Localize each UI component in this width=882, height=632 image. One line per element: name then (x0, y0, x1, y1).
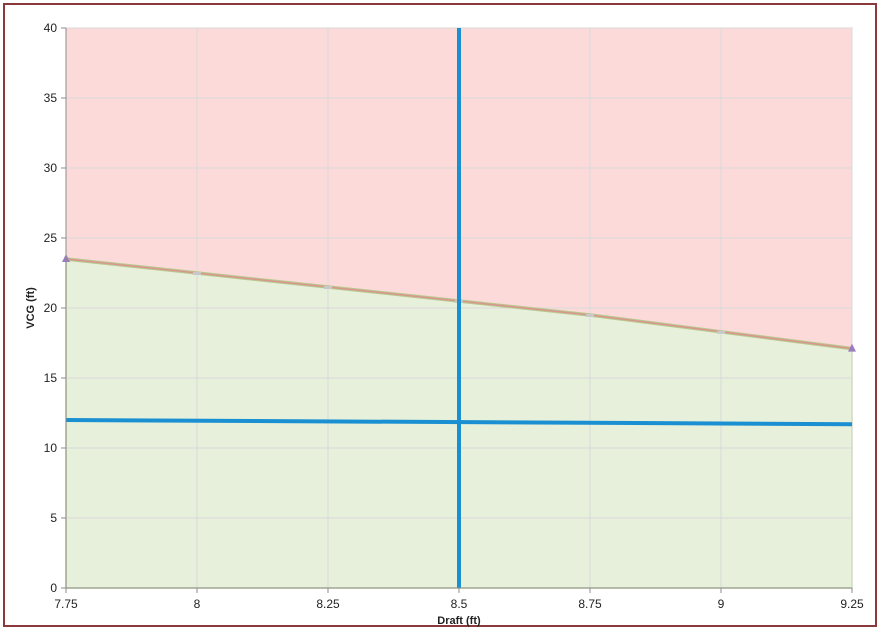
x-tick-label: 8 (194, 597, 201, 611)
limit-curve-marker (717, 330, 725, 334)
x-tick-label: 9 (718, 597, 725, 611)
x-tick-label: 8.5 (451, 597, 468, 611)
x-tick-label: 7.75 (54, 597, 78, 611)
y-tick-label: 10 (44, 441, 58, 455)
y-tick-label: 40 (44, 21, 58, 35)
x-tick-label: 8.75 (578, 597, 602, 611)
y-tick-label: 0 (50, 581, 57, 595)
limit-curve-marker (586, 314, 594, 317)
y-tick-label: 20 (44, 301, 58, 315)
y-tick-label: 15 (44, 371, 58, 385)
y-tick-label: 30 (44, 161, 58, 175)
y-axis-title: VCG (ft) (25, 287, 37, 329)
y-tick-label: 25 (44, 231, 58, 245)
y-tick-label: 5 (50, 511, 57, 525)
limit-curve-marker (324, 286, 332, 289)
tick-labels: 0 5 10 15 20 25 30 35 40 7.75 8 8.25 8.5 8.75 9 9.25 (44, 21, 864, 611)
x-tick-label: 9.25 (840, 597, 864, 611)
axes (61, 27, 853, 593)
series-lines (62, 28, 856, 588)
limit-curve-marker (193, 272, 201, 275)
x-tick-label: 8.25 (316, 597, 340, 611)
horizontal-blue-line (65, 418, 853, 427)
limit-curve-marker (848, 343, 856, 352)
y-tick-label: 35 (44, 91, 58, 105)
x-axis-title: Draft (ft) (437, 615, 481, 627)
